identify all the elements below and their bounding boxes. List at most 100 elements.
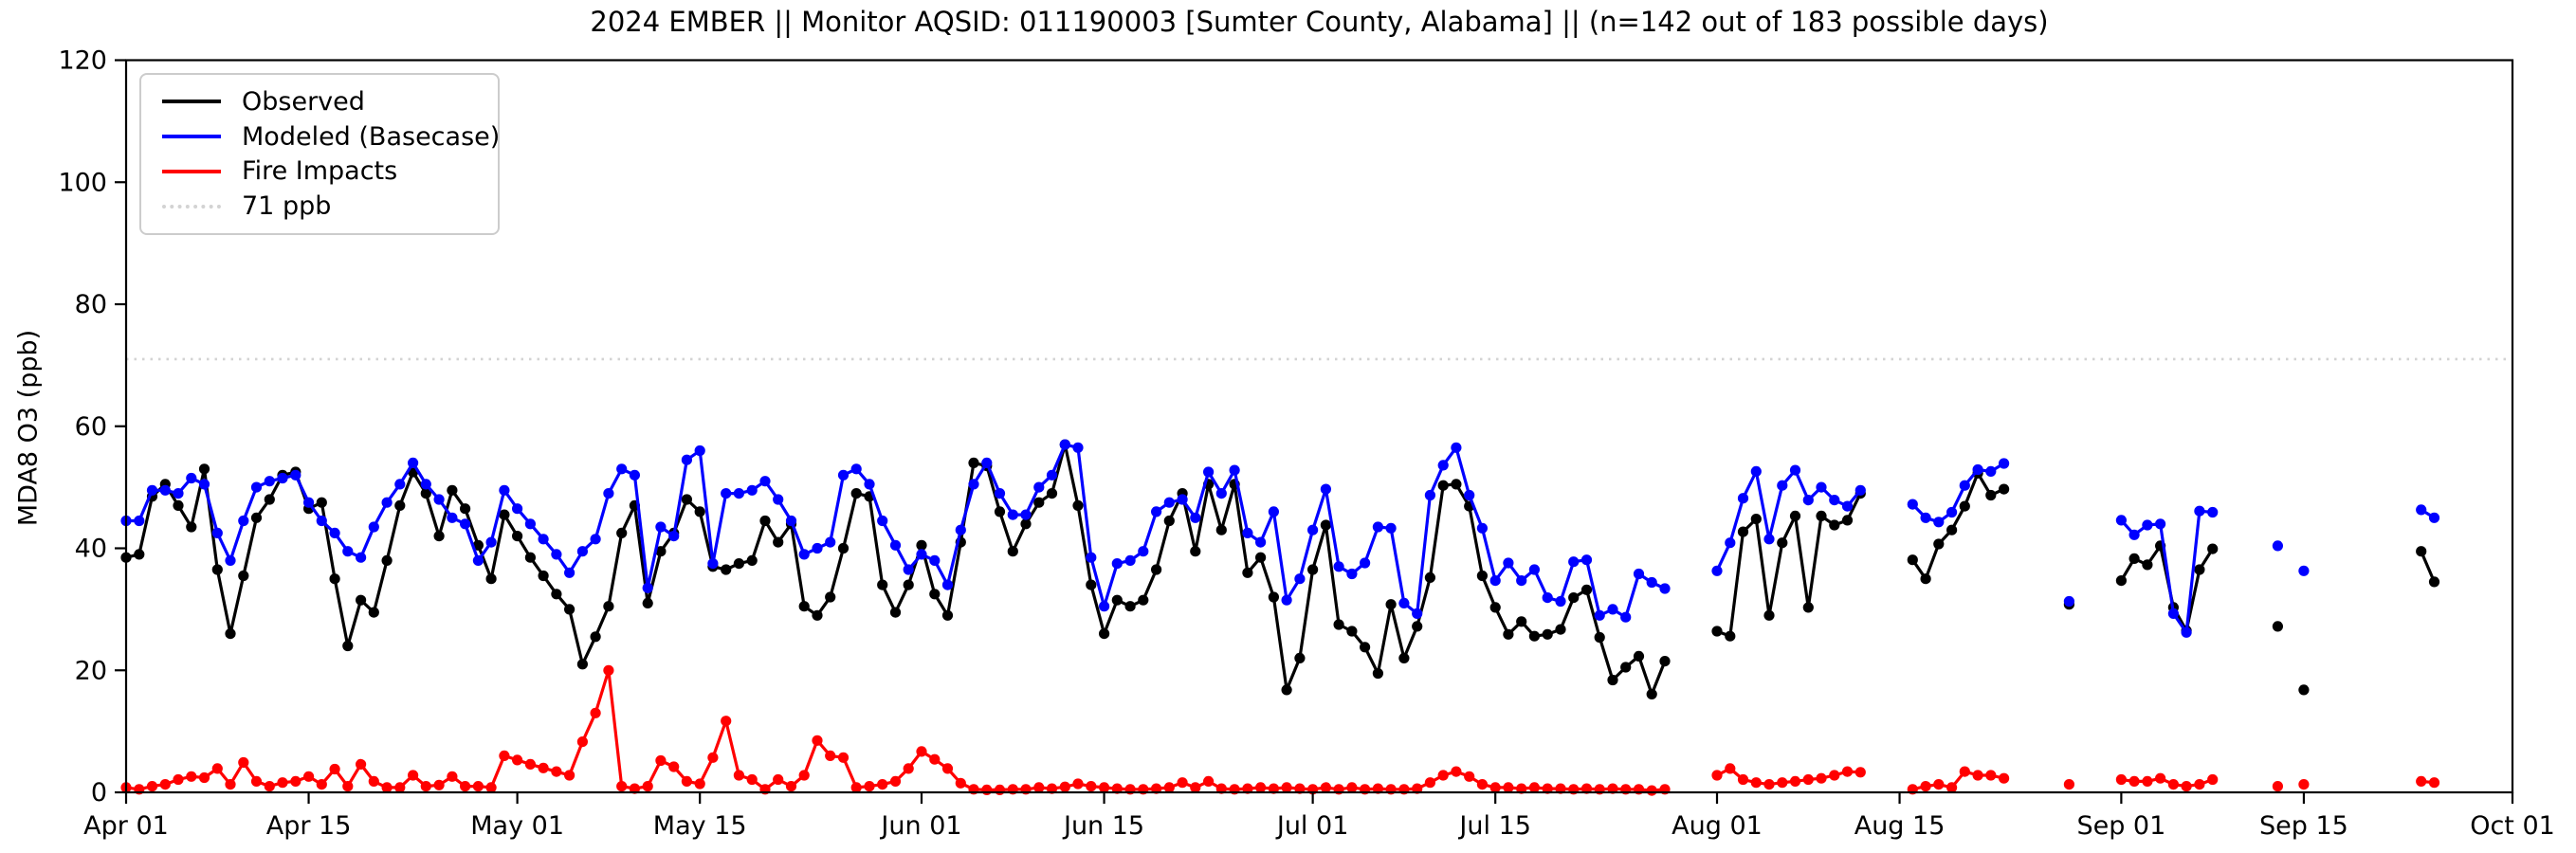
data-point	[812, 542, 823, 554]
y-tick-label: 80	[75, 290, 107, 319]
data-point	[472, 554, 484, 567]
data-point	[460, 503, 471, 515]
data-point	[1777, 777, 1788, 789]
data-point	[1750, 514, 1762, 525]
data-point	[381, 497, 393, 508]
data-point	[2416, 546, 2427, 557]
data-point	[290, 469, 301, 481]
data-point	[1346, 626, 1358, 637]
data-point	[1580, 584, 1593, 595]
data-point	[1203, 466, 1215, 478]
data-point	[1646, 785, 1657, 796]
data-point	[551, 549, 562, 560]
data-point	[733, 770, 745, 781]
data-point	[211, 763, 223, 774]
data-point	[2063, 779, 2074, 790]
data-point	[173, 773, 184, 786]
data-point	[1985, 770, 1997, 781]
data-point	[159, 779, 171, 790]
data-point	[198, 463, 210, 475]
y-tick-label: 60	[75, 412, 107, 442]
data-point	[929, 554, 941, 567]
data-point	[1190, 546, 1201, 557]
data-point	[1555, 595, 1566, 608]
data-point	[342, 781, 354, 792]
data-point	[1177, 494, 1188, 505]
data-point	[746, 554, 758, 567]
data-point	[394, 499, 406, 512]
data-point	[1320, 483, 1331, 495]
data-point	[1046, 469, 1058, 481]
data-point	[1907, 554, 1918, 566]
data-point	[994, 506, 1006, 517]
x-tick-label: Aug 15	[1854, 811, 1946, 841]
data-point	[1437, 460, 1449, 471]
data-point	[1111, 558, 1123, 570]
data-point	[825, 536, 836, 548]
data-point	[2298, 565, 2310, 576]
data-point	[225, 554, 236, 567]
data-point	[1802, 773, 1814, 786]
data-point	[356, 594, 367, 606]
data-point	[225, 779, 236, 790]
data-point	[316, 515, 327, 527]
data-point	[1437, 770, 1449, 781]
data-point	[408, 770, 419, 781]
data-point	[1633, 568, 1645, 580]
data-point	[381, 782, 393, 793]
data-point	[538, 762, 549, 773]
data-point	[2128, 553, 2140, 565]
data-point	[955, 777, 966, 789]
data-point	[746, 773, 758, 786]
data-point	[408, 457, 419, 468]
data-point	[1242, 567, 1253, 578]
data-point	[812, 735, 823, 746]
data-point	[837, 469, 850, 481]
data-point	[1215, 524, 1227, 535]
data-point	[512, 531, 523, 542]
data-point	[994, 784, 1006, 796]
data-point	[2416, 775, 2427, 788]
data-point	[2128, 775, 2140, 788]
data-point	[342, 546, 354, 557]
data-point	[1242, 527, 1253, 539]
data-point	[1946, 506, 1958, 518]
data-point	[1033, 782, 1045, 793]
data-point	[2416, 504, 2427, 516]
data-point	[1307, 524, 1319, 535]
data-point	[2428, 576, 2440, 588]
data-point	[277, 777, 288, 789]
data-point	[603, 488, 614, 499]
data-point	[903, 579, 914, 590]
data-point	[1307, 564, 1319, 575]
data-point	[1177, 777, 1188, 789]
data-point	[1360, 642, 1371, 653]
data-point	[1464, 771, 1475, 782]
data-point	[1385, 599, 1397, 610]
data-point	[420, 479, 431, 490]
data-point	[903, 564, 914, 575]
data-point	[1215, 488, 1227, 499]
data-point	[2207, 543, 2219, 554]
data-point	[2298, 684, 2310, 696]
data-point	[1594, 609, 1605, 621]
data-point	[1763, 779, 1775, 790]
data-point	[238, 515, 249, 527]
data-point	[368, 607, 379, 618]
data-point	[1451, 479, 1462, 490]
data-point	[1959, 500, 1970, 512]
data-point	[850, 488, 862, 499]
data-point	[681, 775, 693, 788]
data-point	[1725, 763, 1736, 774]
data-point	[1528, 630, 1540, 642]
data-point	[1646, 576, 1657, 589]
data-point	[250, 481, 263, 493]
data-point	[1086, 552, 1097, 563]
data-point	[264, 781, 275, 792]
data-point	[994, 488, 1006, 499]
data-point	[629, 469, 641, 481]
data-point	[1516, 616, 1527, 627]
data-point	[681, 494, 693, 505]
data-point	[1594, 631, 1605, 644]
data-point	[864, 781, 875, 792]
